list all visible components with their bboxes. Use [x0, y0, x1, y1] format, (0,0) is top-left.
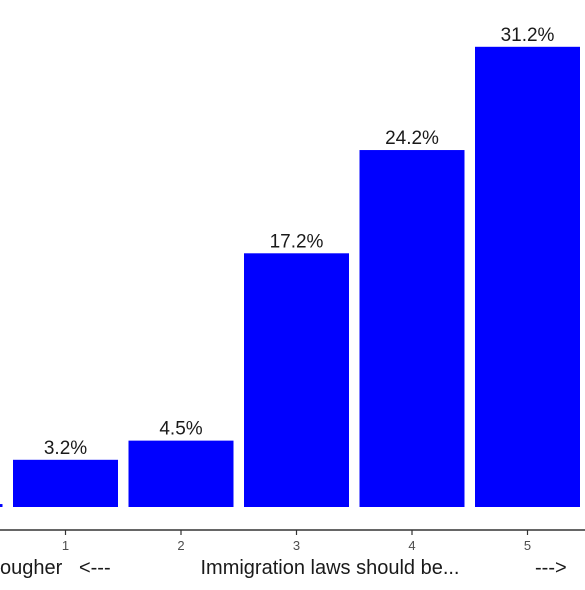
value-label-3: 17.2%	[270, 231, 324, 252]
x-ticks-layer: 1 2 3 4 5	[62, 530, 531, 553]
x-axis-label: Immigration laws should be...	[200, 557, 459, 579]
bar-5	[475, 46, 580, 508]
x-tick-label-5: 5	[524, 538, 531, 553]
value-label-1: 3.2%	[44, 438, 87, 459]
x-tick-label-3: 3	[293, 538, 300, 553]
x-tick-label-4: 4	[408, 538, 415, 553]
bar-0	[0, 504, 3, 507]
value-labels-layer: 3.2% 4.5% 17.2% 24.2% 31.2%	[44, 25, 555, 459]
x-tick-label-2: 2	[177, 538, 184, 553]
x-axis-label-left: ougher <---	[0, 557, 111, 579]
bar-4	[359, 150, 465, 508]
bar-1	[13, 459, 118, 507]
x-axis-label-right: --->	[535, 557, 567, 579]
value-label-5: 31.2%	[501, 25, 555, 46]
value-label-4: 24.2%	[385, 128, 439, 149]
bar-2	[128, 440, 234, 507]
bar-3	[244, 253, 349, 507]
value-label-2: 4.5%	[159, 419, 202, 440]
x-tick-label-1: 1	[62, 538, 69, 553]
bars-layer	[0, 46, 580, 508]
